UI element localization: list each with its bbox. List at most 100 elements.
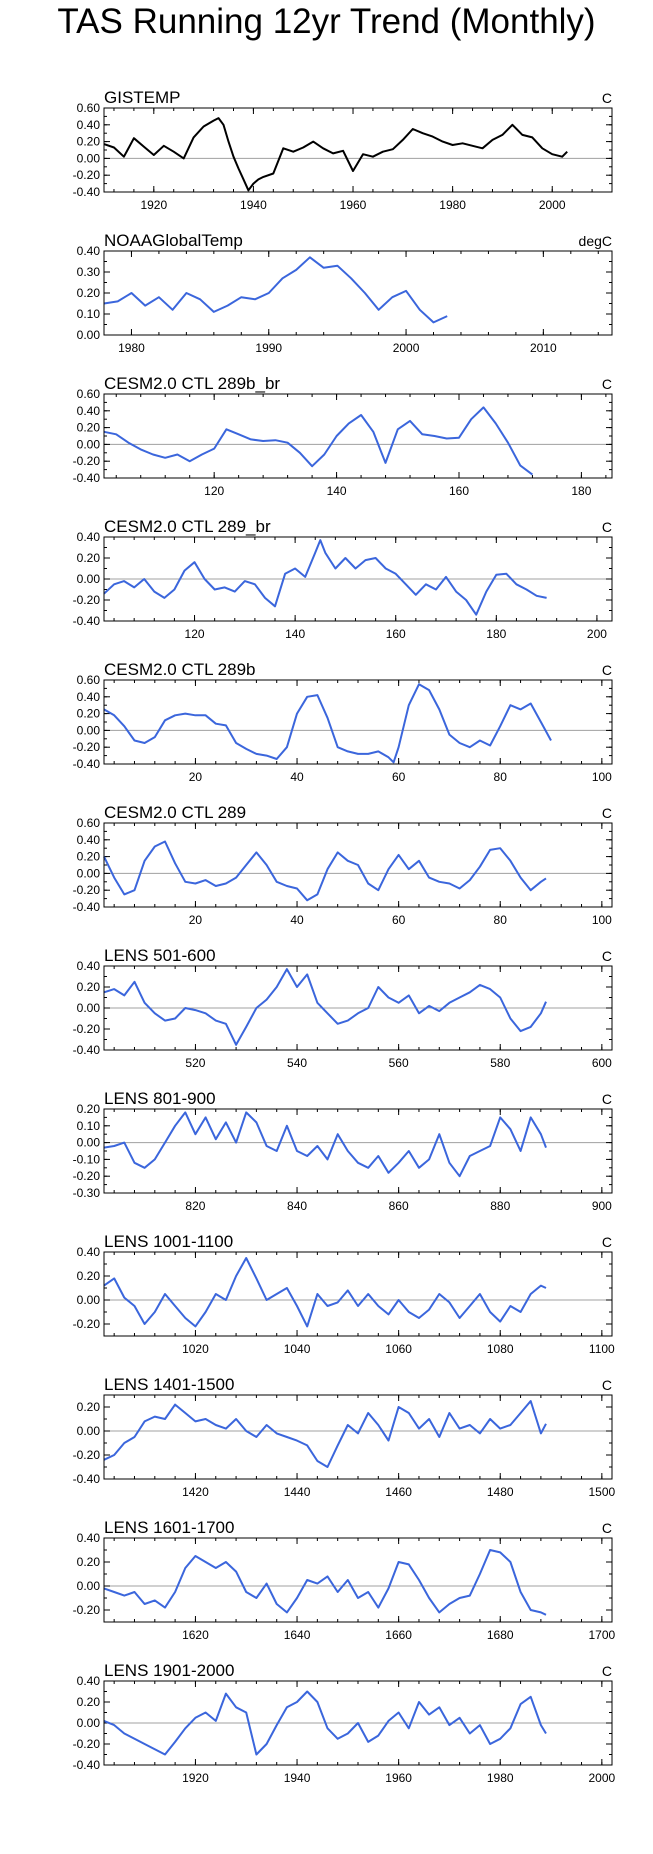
x-tick-label: 1440 [284, 1485, 311, 1499]
y-tick-label: 0.10 [77, 1119, 101, 1133]
panel-units: C [602, 376, 612, 392]
panel-units: C [602, 948, 612, 964]
panel-units: C [602, 1663, 612, 1679]
y-tick-label: 0.00 [77, 1424, 101, 1438]
panel-units: C [602, 805, 612, 821]
x-tick-label: 600 [592, 1056, 612, 1070]
y-tick-label: 0.40 [77, 833, 101, 847]
x-tick-label: 1480 [487, 1485, 514, 1499]
y-tick-label: -0.20 [73, 740, 101, 754]
panel-units: degC [579, 233, 612, 249]
x-tick-label: 40 [290, 770, 304, 784]
y-tick-label: -0.40 [73, 1758, 101, 1772]
x-tick-label: 1660 [385, 1628, 412, 1642]
panel-6: LENS 501-600 C -0.40 -0.20 0.00 0.20 0.40 520 54… [73, 946, 613, 1070]
series-line [103, 1549, 547, 1616]
x-tick-label: 1990 [255, 341, 282, 355]
x-tick-label: 1100 [589, 1342, 615, 1356]
x-tick-label: 540 [287, 1056, 307, 1070]
x-tick-label: 1500 [588, 1485, 615, 1499]
x-tick-label: 1980 [439, 198, 466, 212]
plot-frame [103, 965, 613, 1051]
x-tick-label: 80 [494, 913, 508, 927]
panel-title: CESM2.0 CTL 289b_br [104, 374, 280, 393]
series-line [103, 1111, 547, 1178]
x-tick-label: 80 [494, 770, 508, 784]
y-tick-label: -0.40 [73, 614, 101, 628]
panel-units: C [602, 1377, 612, 1393]
y-tick-label: -0.10 [73, 1152, 101, 1166]
x-tick-label: 1020 [182, 1342, 209, 1356]
x-tick-label: 840 [287, 1199, 307, 1213]
x-tick-label: 580 [490, 1056, 510, 1070]
panel-title: NOAAGlobalTemp [104, 231, 243, 250]
panel-units: C [602, 519, 612, 535]
series-line [103, 1257, 547, 1328]
x-tick-label: 2010 [530, 341, 557, 355]
y-tick-label: 0.20 [77, 1555, 101, 1569]
y-tick-label: -0.20 [73, 1737, 101, 1751]
y-tick-label: -0.20 [73, 454, 101, 468]
y-tick-label: -0.20 [73, 883, 101, 897]
y-tick-label: 0.40 [77, 118, 101, 132]
series-line [103, 1400, 547, 1468]
y-tick-label: -0.20 [73, 168, 101, 182]
y-tick-label: -0.30 [73, 1186, 101, 1200]
panel-units: C [602, 1520, 612, 1536]
panel-title: LENS 1601-1700 [104, 1518, 234, 1537]
y-tick-label: 0.40 [77, 1531, 101, 1545]
x-tick-label: 1920 [182, 1771, 209, 1785]
y-tick-label: 0.00 [77, 1579, 101, 1593]
x-tick-label: 900 [592, 1199, 612, 1213]
panel-title: CESM2.0 CTL 289b [104, 660, 256, 679]
panel-units: C [602, 662, 612, 678]
plot-frame [103, 1537, 613, 1623]
panel-title: LENS 1901-2000 [104, 1661, 234, 1680]
y-tick-label: -0.20 [73, 1169, 101, 1183]
y-tick-label: 0.60 [77, 101, 101, 115]
y-tick-label: 0.60 [77, 673, 101, 687]
y-tick-label: 0.20 [77, 421, 101, 435]
panel-10: LENS 1601-1700 C -0.20 0.00 0.20 0.40 1620 1640… [73, 1518, 616, 1642]
x-tick-label: 1420 [182, 1485, 209, 1499]
x-tick-label: 1960 [340, 198, 367, 212]
y-tick-label: 0.20 [77, 980, 101, 994]
y-tick-label: 0.40 [77, 404, 101, 418]
x-tick-label: 1620 [182, 1628, 209, 1642]
x-tick-label: 1080 [487, 1342, 514, 1356]
y-tick-label: 0.60 [77, 387, 101, 401]
series-line [103, 968, 547, 1046]
x-tick-label: 60 [392, 770, 406, 784]
y-tick-label: 0.00 [77, 572, 101, 586]
y-tick-label: 0.00 [77, 723, 101, 737]
y-tick-label: 0.20 [77, 1102, 101, 1116]
panel-units: C [602, 90, 612, 106]
x-tick-label: 1920 [140, 198, 167, 212]
panel-title: LENS 801-900 [104, 1089, 216, 1108]
y-tick-label: -0.40 [73, 900, 101, 914]
y-tick-label: 0.20 [77, 707, 101, 721]
plot-frame [103, 1394, 613, 1480]
x-tick-label: 1640 [284, 1628, 311, 1642]
y-tick-label: -0.40 [73, 185, 101, 199]
x-tick-label: 60 [392, 913, 406, 927]
panel-title: GISTEMP [104, 88, 181, 107]
y-tick-label: 0.00 [77, 328, 101, 342]
y-tick-label: 0.00 [77, 1716, 101, 1730]
y-tick-label: 0.00 [77, 1136, 101, 1150]
y-tick-label: -0.20 [73, 593, 101, 607]
panel-title: CESM2.0 CTL 289 [104, 803, 246, 822]
x-tick-label: 1460 [385, 1485, 412, 1499]
plot-frame [103, 393, 613, 479]
x-tick-label: 180 [571, 484, 591, 498]
x-tick-label: 20 [189, 770, 203, 784]
x-tick-label: 20 [189, 913, 203, 927]
x-tick-label: 860 [389, 1199, 409, 1213]
y-tick-label: 0.40 [77, 1245, 101, 1259]
panel-3: CESM2.0 CTL 289_br C -0.40 -0.20 0.00 0.20 0.4… [73, 517, 613, 641]
plot-frame [103, 107, 613, 193]
y-tick-label: 0.30 [77, 265, 101, 279]
y-tick-label: 0.40 [77, 1674, 101, 1688]
plot-frame [103, 250, 613, 336]
panel-5: CESM2.0 CTL 289 C -0.40 -0.20 0.00 0.20 0.40 0.… [73, 803, 613, 927]
